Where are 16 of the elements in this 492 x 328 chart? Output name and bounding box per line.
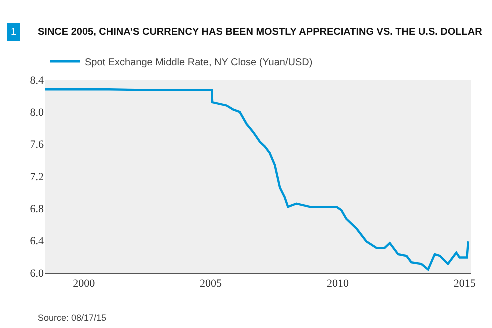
chart-title: SINCE 2005, CHINA’S CURRENCY HAS BEEN MOSTLY APPRECIATING VS. THE U.S. DOLLAR (38, 27, 484, 38)
y-tick-label: 7.6 (30, 139, 44, 152)
line-series (45, 88, 470, 271)
text: 1 (11, 27, 17, 38)
x-tick-label: 2010 (326, 278, 350, 290)
x-tick-label: 2015 (454, 278, 476, 290)
y-tick-label: 6.0 (30, 268, 44, 280)
y-tick-label: 8.4 (30, 74, 44, 87)
legend-label: Spot Exchange Middle Rate, NY Close (Yuan/USD) (85, 58, 313, 69)
x-tick-label: 2000 (73, 278, 96, 290)
y-tick-label: 6.8 (30, 204, 44, 216)
y-tick-label: 8.0 (30, 107, 44, 120)
y-tick-label: 6.4 (30, 236, 44, 248)
x-tick-label: 2005 (200, 278, 223, 290)
y-tick-label: 7.2 (30, 171, 44, 184)
source-note: Source: 08/17/15 (38, 313, 107, 323)
